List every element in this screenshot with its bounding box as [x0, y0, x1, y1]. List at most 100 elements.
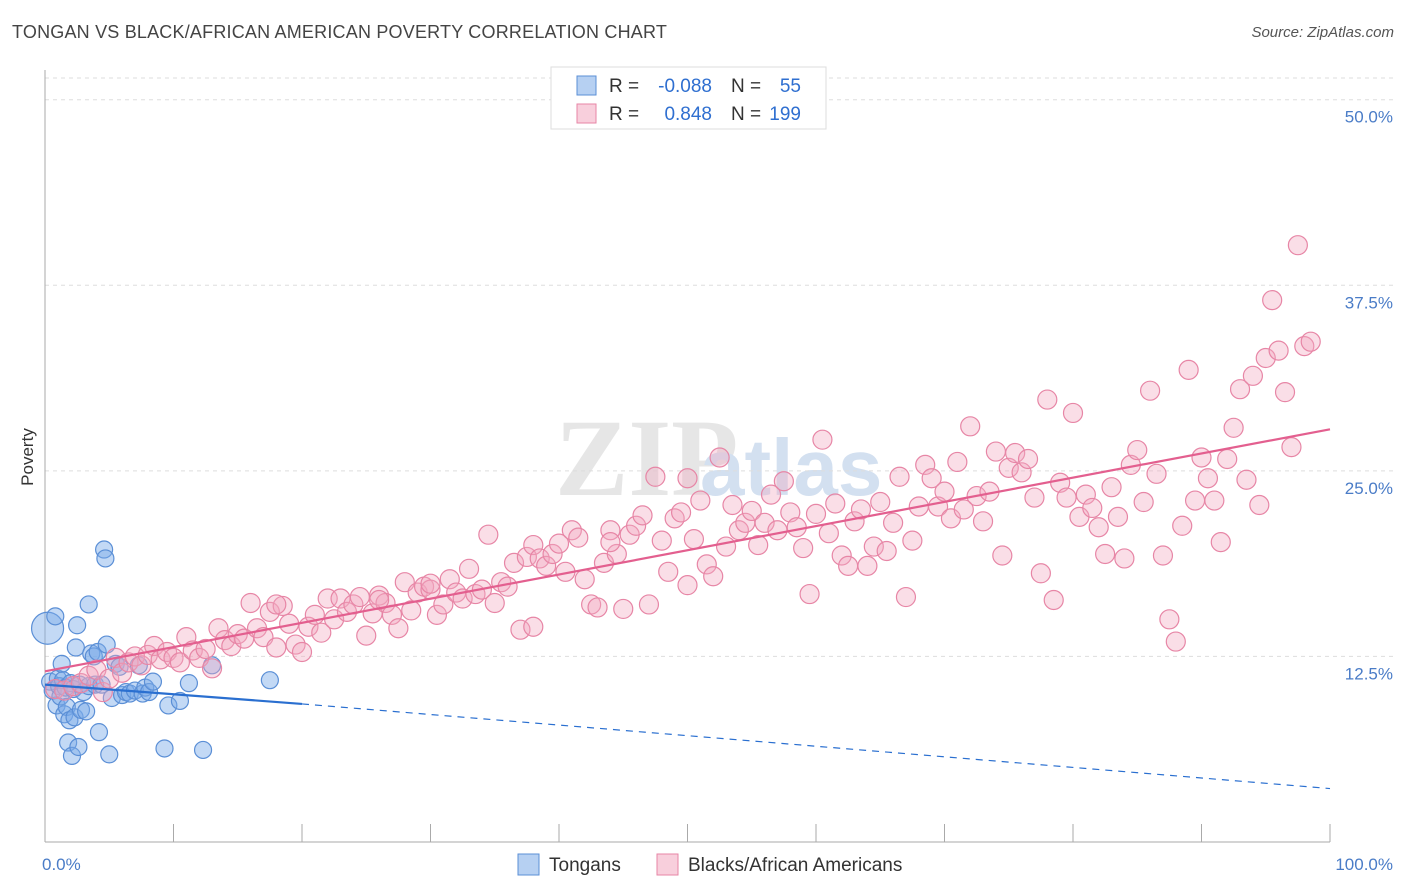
point-1-93	[651, 530, 672, 551]
point-1-63	[458, 558, 480, 579]
point-1-152	[1030, 563, 1051, 584]
point-1-103	[715, 536, 737, 557]
point-1-37	[291, 641, 313, 663]
point-1-19	[176, 627, 197, 648]
point-1-199	[600, 532, 621, 553]
point-1-197	[420, 573, 441, 594]
point-1-115	[793, 537, 814, 559]
point-1-7	[99, 668, 120, 689]
point-1-118	[812, 429, 833, 450]
point-1-165	[1114, 548, 1135, 569]
trend-line-extension-0	[301, 703, 1331, 790]
stats-n-value-0: 55	[780, 76, 801, 97]
point-0-42	[120, 684, 139, 703]
point-1-107	[741, 500, 762, 522]
point-0-18	[65, 708, 84, 727]
point-1-181	[1217, 448, 1238, 470]
legend-swatch-0	[517, 853, 540, 876]
point-1-178	[1197, 468, 1219, 489]
point-1-179	[1204, 490, 1225, 511]
point-1-80	[568, 527, 589, 548]
point-1-34	[272, 595, 293, 617]
point-1-172	[1159, 609, 1180, 630]
point-1-71	[510, 619, 531, 640]
point-1-116	[799, 583, 820, 605]
point-1-121	[831, 545, 852, 566]
point-1-101	[703, 566, 724, 587]
x-tick-label-1: 100.0%	[1335, 855, 1393, 874]
point-1-188	[1262, 290, 1283, 311]
point-0-16	[62, 746, 82, 765]
point-1-143	[972, 511, 994, 532]
point-1-151	[1024, 487, 1045, 508]
point-0-21	[69, 737, 88, 757]
point-1-190	[1274, 382, 1296, 403]
point-1-87	[613, 598, 634, 620]
point-1-139	[947, 451, 968, 473]
point-1-29	[240, 592, 261, 614]
point-1-128	[876, 540, 897, 562]
point-1-110	[760, 484, 782, 505]
stats-legend-box: R = -0.088 N = 55 R = 0.848 N = 199	[550, 66, 827, 130]
point-1-177	[1191, 447, 1212, 468]
point-1-164	[1107, 506, 1129, 527]
point-1-141	[960, 416, 981, 437]
stats-r-value-0: -0.088	[658, 76, 712, 97]
point-1-73	[523, 534, 544, 556]
point-1-92	[645, 466, 666, 487]
point-1-185	[1242, 365, 1264, 386]
point-0-48	[143, 672, 163, 691]
point-0-54	[260, 671, 279, 690]
point-1-149	[1011, 462, 1032, 483]
point-1-176	[1184, 490, 1206, 511]
point-1-22	[195, 638, 216, 660]
point-1-66	[478, 524, 499, 545]
point-1-174	[1172, 515, 1193, 536]
point-1-122	[838, 555, 859, 576]
point-1-191	[1281, 436, 1302, 458]
stats-n-label-1: N =	[731, 104, 761, 125]
stats-r-label-0: R =	[609, 76, 639, 97]
point-1-162	[1095, 543, 1116, 565]
point-1-72	[516, 546, 537, 568]
point-1-124	[850, 499, 872, 520]
point-1-117	[805, 503, 827, 525]
point-1-119	[818, 523, 839, 544]
y-tick-label-2: 37.5%	[1345, 293, 1393, 312]
point-1-159	[1075, 484, 1096, 505]
watermark: ZIP atlas	[555, 397, 882, 519]
stats-n-value-1: 199	[769, 104, 801, 125]
point-1-40	[311, 622, 332, 643]
point-1-161	[1088, 517, 1109, 538]
point-1-12	[131, 655, 152, 676]
point-0-36	[100, 745, 119, 764]
point-1-58	[426, 604, 448, 625]
x-tick-label-0: 0.0%	[42, 855, 81, 874]
stats-r-value-1: 0.848	[664, 104, 712, 125]
bottom-legend: Tongans Blacks/African Americans	[517, 853, 902, 876]
stats-swatch-1	[576, 103, 597, 124]
point-1-112	[773, 471, 794, 492]
point-1-54	[401, 600, 422, 621]
point-1-173	[1165, 631, 1186, 652]
legend-label-0: Tongans	[549, 855, 621, 876]
point-0-56	[79, 595, 98, 614]
point-1-90	[632, 505, 653, 526]
point-1-137	[934, 481, 955, 502]
point-1-111	[767, 520, 788, 541]
point-1-46	[349, 586, 370, 608]
point-0-49	[155, 739, 174, 758]
point-1-113	[780, 502, 801, 523]
point-1-156	[1056, 487, 1077, 508]
point-0-34	[96, 549, 115, 568]
y-axis-label: Poverty	[18, 428, 37, 486]
point-1-114	[786, 517, 807, 538]
point-1-160	[1082, 497, 1103, 519]
point-1-97	[677, 575, 698, 596]
point-0-35	[97, 635, 116, 654]
watermark-atlas: atlas	[700, 423, 882, 512]
point-1-195	[266, 594, 287, 615]
point-0-51	[170, 691, 190, 711]
point-1-125	[857, 555, 878, 576]
point-0-3	[46, 607, 65, 626]
